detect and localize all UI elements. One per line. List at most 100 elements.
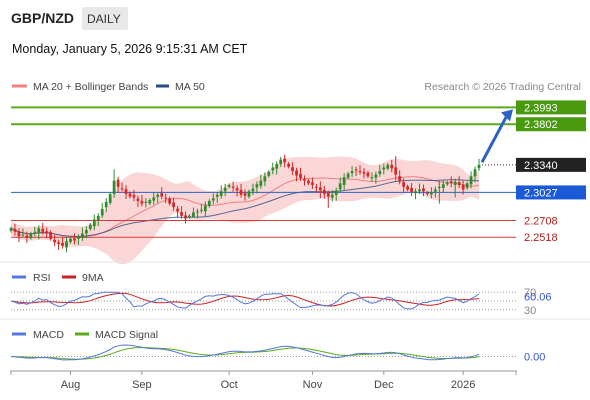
candle-body [168,198,172,204]
macd-panel: 0.00 [10,344,545,364]
candle-body [104,201,108,208]
candle-body [160,193,164,197]
candle-body [382,167,386,170]
timeframe-badge[interactable] [82,7,128,30]
level-label-box [516,100,586,115]
candle-body [140,200,144,204]
candle-body [65,241,68,248]
candle-body [378,171,382,175]
candle-body [457,182,461,186]
level-label-resistance: 2.3802 [524,119,558,131]
candle-body [239,189,243,195]
x-tick-label: Sep [132,379,152,391]
credit-text: Research © 2026 Trading Central [424,81,581,93]
candle-body [120,188,124,190]
candle-body [203,205,207,212]
candle-body [342,177,346,185]
candle-body [124,189,128,194]
candle-body [410,187,413,193]
target-arrow-head [501,109,513,122]
bollinger-band-area [11,156,479,265]
candle-body [88,224,92,229]
candle-body [346,173,350,178]
current-price-label: 2.3340 [524,160,558,172]
x-axis: Aug Sep Oct Nov Dec 2026 [10,371,517,391]
candle-body [92,219,96,227]
level-label-pivot: 2.3027 [524,187,558,199]
candle-body [192,212,195,217]
candle-body [453,181,457,185]
target-arrow-shaft [480,114,509,163]
candle-body [188,215,191,217]
candle-body [69,238,72,242]
candle-body [45,231,49,234]
candle-body [25,235,29,238]
candle-body [362,171,366,174]
candle-body [358,171,362,173]
candle-body [112,180,116,194]
x-tick-label: Nov [303,379,323,391]
candle-body [207,200,211,206]
candle-body [148,200,152,204]
bollinger-bands [11,156,479,265]
candle-body [291,167,294,172]
candle-body [398,176,402,182]
candle-body [49,231,53,239]
candle-body [219,191,223,196]
candle-body [13,228,17,232]
macd-signal-line [10,346,480,360]
candle-body [275,164,279,169]
candle-body [255,184,259,188]
candle-body [29,233,33,238]
rsi-value-label: 60.06 [524,292,552,304]
symbol-title: GBP/NZD [11,10,74,26]
candle-body [418,189,421,192]
candle-body [330,194,334,198]
rsi-line [10,291,480,310]
candle-body [152,197,156,201]
timeframe-label: DAILY [87,12,121,26]
candle-body [21,234,25,236]
candle-body [445,182,449,185]
candle-body [350,171,354,174]
candle-body [426,192,429,194]
candle-body [136,198,140,201]
candle-body [283,158,287,163]
macd-signal-legend-label: MACD Signal [95,329,158,341]
candle-body [449,181,453,184]
candle-body [243,193,247,196]
candle-body [366,172,370,177]
candle-body [437,186,441,188]
level-label-support: 2.2518 [524,232,558,244]
ma50-legend-label: MA 50 [175,81,205,93]
level-label-resistance: 2.3993 [524,102,558,114]
candlesticks [9,154,481,253]
candle-body [77,237,80,239]
candle-body [164,197,168,199]
rsi-legend-label: RSI [33,272,51,284]
candle-body [100,208,104,216]
candle-body [433,189,437,192]
candle-body [41,228,45,232]
candle-body [211,198,215,201]
rsi-ma-legend-label: 9MA [82,272,104,284]
candle-body [132,194,136,198]
candle-body [259,180,263,186]
candle-body [53,239,57,243]
candle-body [61,243,64,246]
candle-body [199,209,203,211]
candle-body [267,171,271,176]
ma20-legend-label: MA 20 + Bollinger Bands [33,81,148,93]
candle-body [17,231,21,237]
candle-body [37,228,41,234]
candle-body [81,233,84,239]
macd-line [10,344,480,361]
candle-body [251,188,255,192]
candle-body [334,190,338,195]
candle-body [338,183,342,190]
candle-body [84,230,88,234]
target-arrow [480,109,513,163]
level-label-box [516,117,586,132]
